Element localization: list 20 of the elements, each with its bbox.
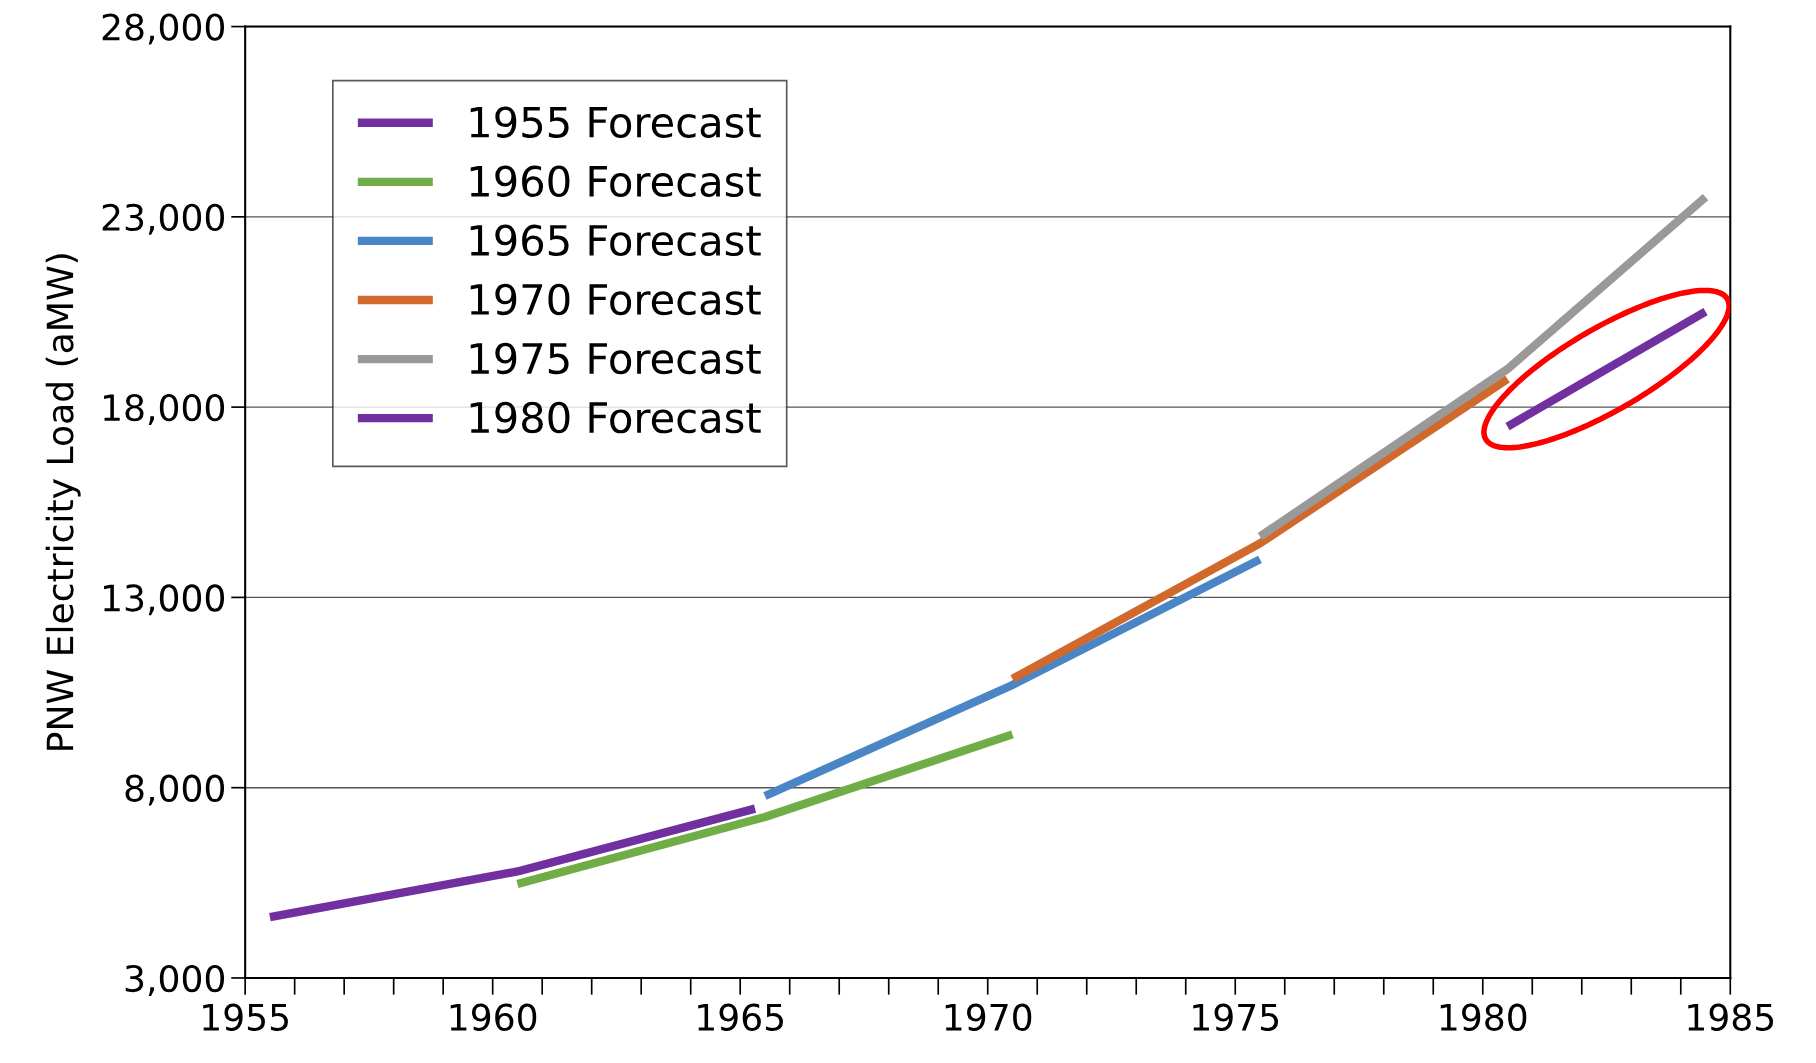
y-tick-label: 13,000 (104, 584, 225, 616)
x-tick-label: 1980 (1440, 1003, 1527, 1031)
x-tick-label: 1960 (450, 1003, 537, 1031)
y-tick-label: 3,000 (125, 964, 225, 996)
y-axis-title: PNW Electricity Load (aMW) (45, 254, 81, 750)
legend-label: 1955 Forecast (470, 106, 761, 138)
legend-label: 1965 Forecast (470, 224, 761, 257)
legend-label: 1970 Forecast (470, 283, 761, 316)
x-tick-label: 1965 (698, 1003, 783, 1031)
y-tick-label: 28,000 (102, 13, 225, 45)
x-tick-label: 1975 (1193, 1003, 1279, 1031)
legend-label: 1980 Forecast (470, 401, 761, 434)
x-tick-label: 1970 (945, 1003, 1032, 1031)
legend-label: 1960 Forecast (470, 165, 761, 198)
y-tick-label: 23,000 (102, 203, 225, 235)
y-tick-label: 8,000 (125, 774, 225, 806)
legend-label: 1975 Forecast (470, 342, 761, 375)
y-tick-label: 18,000 (104, 394, 225, 426)
x-tick-label: 1955 (203, 1003, 288, 1031)
x-tick-label: 1985 (1688, 1003, 1774, 1031)
